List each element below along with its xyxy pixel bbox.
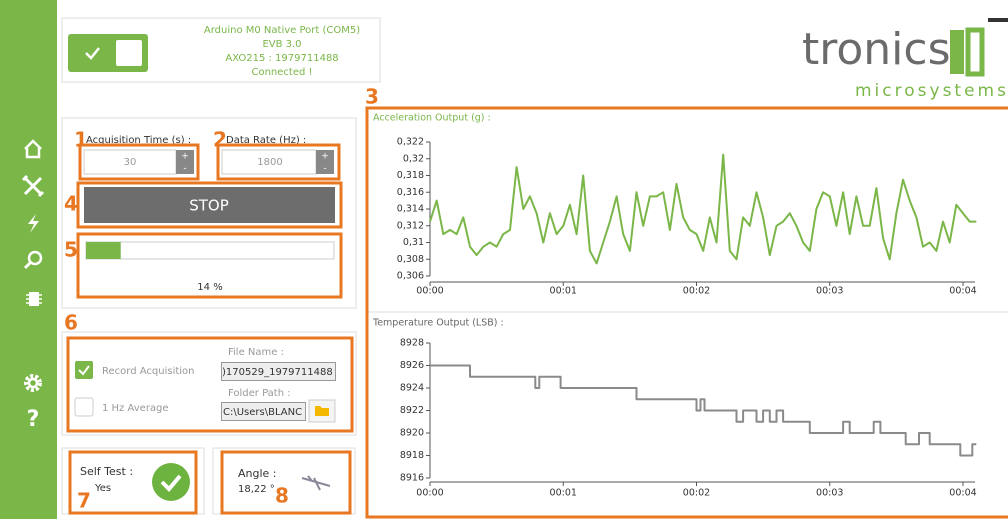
field-label: Folder Path : (228, 388, 291, 399)
y-tick-label: 8916 (400, 473, 424, 484)
spin-plus[interactable]: + (181, 152, 189, 162)
x-tick-label: 00:02 (683, 488, 710, 499)
angle-value: 18,22 ° (238, 484, 275, 495)
annotation-number: 7 (77, 489, 91, 513)
self-test-value: Yes (94, 483, 111, 494)
logo-name: tronics (802, 24, 951, 75)
progress-track (86, 242, 334, 259)
spin-minus[interactable]: - (183, 164, 186, 174)
input-value: 30 (124, 157, 137, 168)
input-value: C:\Users\BLANC (223, 407, 302, 418)
y-tick-label: 0,322 (397, 137, 424, 148)
x-tick-label: 00:01 (550, 488, 577, 499)
annotation-number: 2 (213, 128, 227, 152)
checkbox-label: 1 Hz Average (102, 403, 169, 414)
y-tick-label: 8926 (400, 360, 424, 371)
chart-title: Temperature Output (LSB) : (372, 318, 504, 329)
file-name-input[interactable]: )170529_1979711488 (222, 363, 336, 381)
x-tick-label: 00:04 (949, 488, 976, 499)
y-tick-label: 0,314 (397, 204, 424, 215)
spin-plus[interactable]: + (321, 152, 329, 162)
checkbox-label: Record Acquisition (102, 366, 195, 377)
connection-text: Connected ! (251, 67, 312, 78)
connection-text: AXO215 : 1979711488 (225, 53, 338, 64)
progress-fill (86, 242, 121, 259)
y-tick-label: 0,306 (397, 271, 424, 282)
x-tick-label: 00:02 (683, 286, 710, 297)
x-tick-label: 00:03 (816, 286, 843, 297)
y-tick-label: 0,32 (403, 153, 424, 164)
data-line (430, 155, 976, 264)
annotation-number: 4 (64, 192, 78, 216)
y-tick-label: 8924 (400, 383, 424, 394)
annotation-number: 8 (275, 484, 289, 508)
data-line (430, 366, 976, 456)
angle-label: Angle : (238, 467, 277, 480)
y-tick-label: 0,318 (397, 170, 424, 181)
self-test-label: Self Test : (80, 465, 133, 478)
x-tick-label: 00:03 (816, 488, 843, 499)
average-checkbox[interactable] (75, 398, 93, 416)
y-tick-label: 8928 (400, 338, 424, 349)
progress-label: 14 % (197, 282, 222, 293)
chart-title: Acceleration Output (g) : (373, 113, 491, 124)
y-tick-label: 8920 (400, 428, 424, 439)
y-tick-label: 8922 (400, 405, 424, 416)
annotation-number: 1 (74, 128, 88, 152)
spin-minus[interactable]: - (323, 164, 326, 174)
x-tick-label: 00:00 (416, 488, 443, 499)
record-checkbox[interactable] (75, 361, 93, 379)
help-icon[interactable]: ? (27, 407, 40, 432)
y-tick-label: 8918 (400, 450, 424, 461)
app-window: ? Arduino M0 Native Port (COM5) EVB 3.0 … (0, 0, 1008, 519)
y-tick-label: 0,308 (397, 254, 424, 265)
x-tick-label: 00:01 (550, 286, 577, 297)
x-tick-label: 00:04 (949, 286, 976, 297)
y-tick-label: 0,312 (397, 220, 424, 231)
logo-mark (950, 18, 1008, 74)
connection-text: Arduino M0 Native Port (COM5) (204, 25, 360, 36)
annotation-number: 5 (64, 238, 78, 262)
field-label: File Name : (228, 347, 284, 358)
annotation-number: 3 (365, 85, 379, 109)
y-tick-label: 0,316 (397, 187, 424, 198)
connection-text: EVB 3.0 (262, 39, 301, 50)
self-test-icon (152, 463, 190, 501)
y-tick-label: 0,31 (403, 237, 424, 248)
toggle-knob (116, 40, 142, 66)
folder-path-input[interactable]: C:\Users\BLANC (222, 403, 306, 421)
annotation-number: 6 (64, 311, 78, 335)
stop-label: STOP (189, 197, 229, 215)
x-tick-label: 00:00 (416, 286, 443, 297)
input-value: 1800 (257, 157, 282, 168)
logo-tagline: microsystems (855, 81, 1008, 101)
input-value: )170529_1979711488 (222, 367, 333, 378)
